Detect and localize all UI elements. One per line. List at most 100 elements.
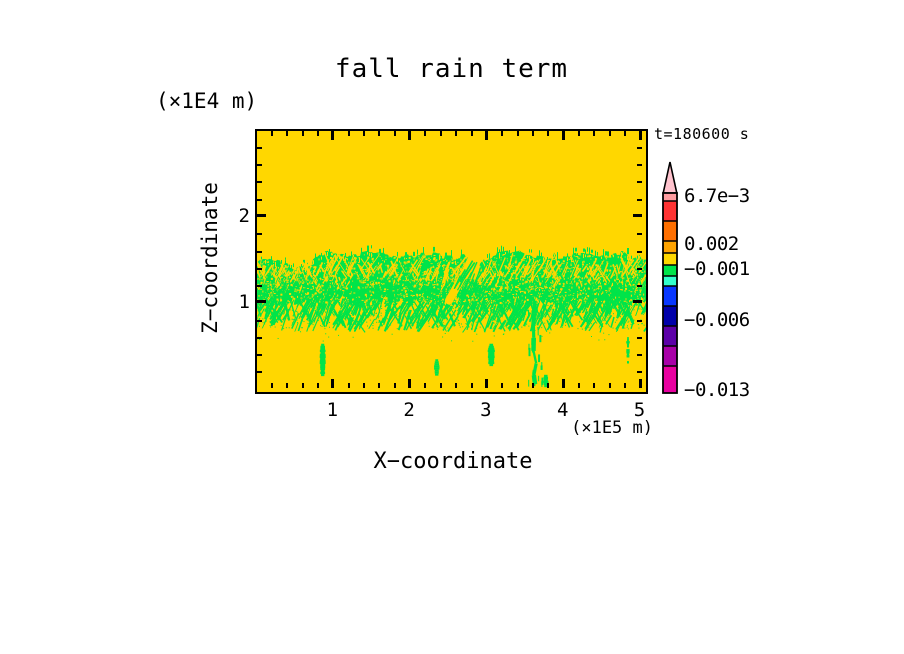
z-minor-tick	[637, 354, 642, 356]
colorbar-label: 6.7e−3	[684, 185, 750, 207]
x-minor-tick	[363, 131, 365, 136]
x-axis-title: X−coordinate	[373, 449, 533, 474]
x-axis-unit-label: (×1E5 m)	[571, 418, 653, 438]
x-minor-tick	[317, 131, 319, 136]
x-minor-tick	[302, 131, 304, 136]
x-minor-tick	[471, 383, 473, 388]
x-minor-tick	[578, 131, 580, 136]
x-minor-tick	[394, 131, 396, 136]
x-minor-tick	[593, 131, 595, 136]
z-minor-tick	[637, 147, 642, 149]
colorbar-label: 0.002	[684, 233, 739, 255]
x-minor-tick	[363, 383, 365, 388]
colorbar	[662, 161, 678, 394]
x-minor-tick	[609, 383, 611, 388]
x-minor-tick	[532, 131, 534, 136]
x-minor-tick	[271, 383, 273, 388]
z-minor-tick	[257, 285, 262, 287]
x-minor-tick	[609, 131, 611, 136]
colorbar-label: −0.001	[684, 258, 750, 280]
x-minor-tick	[455, 131, 457, 136]
colorbar-segment	[663, 276, 677, 286]
z-axis-title: Z−coordinate	[198, 182, 222, 334]
x-major-tick	[639, 131, 642, 140]
z-minor-tick	[637, 285, 642, 287]
colorbar-label: −0.013	[684, 379, 750, 401]
x-minor-tick	[501, 383, 503, 388]
heatmap-field	[257, 131, 646, 392]
colorbar-segment	[663, 265, 677, 276]
x-major-tick	[408, 131, 411, 140]
x-minor-tick	[517, 131, 519, 136]
x-minor-tick	[286, 383, 288, 388]
colorbar-segment	[663, 221, 677, 241]
z-minor-tick	[257, 181, 262, 183]
x-tick-label: 5	[633, 399, 646, 421]
z-minor-tick	[257, 320, 262, 322]
z-major-tick	[257, 300, 266, 303]
z-minor-tick	[637, 371, 642, 373]
z-minor-tick	[257, 164, 262, 166]
x-major-tick	[485, 131, 488, 140]
colorbar-label: −0.006	[684, 309, 750, 331]
z-minor-tick	[637, 337, 642, 339]
z-minor-tick	[637, 199, 642, 201]
z-minor-tick	[257, 251, 262, 253]
x-minor-tick	[286, 131, 288, 136]
colorbar-segment	[663, 286, 677, 306]
z-minor-tick	[637, 268, 642, 270]
time-annotation: t=180600 s	[654, 125, 750, 143]
x-minor-tick	[271, 131, 273, 136]
z-minor-tick	[637, 181, 642, 183]
colorbar-segment	[663, 326, 677, 346]
x-tick-label: 4	[556, 399, 569, 421]
colorbar-arrow-icon	[662, 161, 678, 194]
x-minor-tick	[424, 131, 426, 136]
z-major-tick	[633, 214, 642, 217]
z-minor-tick	[637, 251, 642, 253]
x-minor-tick	[624, 131, 626, 136]
z-minor-tick	[257, 337, 262, 339]
z-minor-tick	[257, 371, 262, 373]
x-minor-tick	[501, 131, 503, 136]
z-major-tick	[633, 300, 642, 303]
chart-title: fall rain term	[334, 54, 569, 84]
colorbar-segment	[663, 241, 677, 253]
z-minor-tick	[257, 268, 262, 270]
z-minor-tick	[637, 164, 642, 166]
z-minor-tick	[637, 233, 642, 235]
x-minor-tick	[424, 383, 426, 388]
x-minor-tick	[578, 383, 580, 388]
x-major-tick	[485, 379, 488, 388]
x-minor-tick	[547, 383, 549, 388]
colorbar-segment	[663, 366, 677, 393]
x-minor-tick	[517, 383, 519, 388]
z-minor-tick	[257, 354, 262, 356]
x-minor-tick	[624, 383, 626, 388]
x-minor-tick	[394, 383, 396, 388]
x-tick-label: 1	[326, 399, 339, 421]
x-minor-tick	[532, 383, 534, 388]
x-major-tick	[639, 379, 642, 388]
x-major-tick	[408, 379, 411, 388]
colorbar-segment	[663, 306, 677, 326]
z-tick-label: 2	[238, 205, 250, 227]
x-minor-tick	[471, 131, 473, 136]
x-minor-tick	[455, 383, 457, 388]
x-minor-tick	[593, 383, 595, 388]
z-minor-tick	[637, 320, 642, 322]
colorbar-segment	[663, 193, 677, 201]
z-minor-tick	[257, 147, 262, 149]
x-minor-tick	[378, 383, 380, 388]
x-minor-tick	[440, 383, 442, 388]
x-major-tick	[562, 379, 565, 388]
x-major-tick	[562, 131, 565, 140]
z-major-tick	[257, 214, 266, 217]
x-minor-tick	[302, 383, 304, 388]
colorbar-segment	[663, 346, 677, 366]
x-minor-tick	[317, 383, 319, 388]
colorbar-segment	[663, 201, 677, 221]
colorbar-segment	[663, 253, 677, 265]
x-major-tick	[331, 379, 334, 388]
